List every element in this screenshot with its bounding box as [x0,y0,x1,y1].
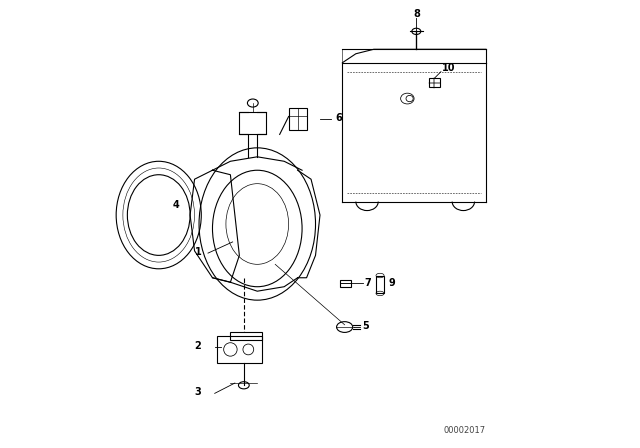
Text: 9: 9 [388,278,395,288]
Text: 5: 5 [362,321,369,331]
Text: 7: 7 [364,278,371,288]
Bar [340,280,351,287]
Ellipse shape [412,28,421,34]
Text: 4: 4 [172,200,179,210]
Text: 6: 6 [336,113,342,123]
Text: 3: 3 [195,387,202,397]
Text: 10: 10 [442,63,456,73]
Bar [230,332,262,340]
Bar [429,78,440,87]
Bar [217,336,262,363]
Text: 2: 2 [195,340,202,350]
Text: 00002017: 00002017 [444,426,486,435]
Text: 8: 8 [413,9,420,18]
Text: 1: 1 [195,247,202,257]
Bar [289,108,307,130]
Bar [376,276,384,293]
